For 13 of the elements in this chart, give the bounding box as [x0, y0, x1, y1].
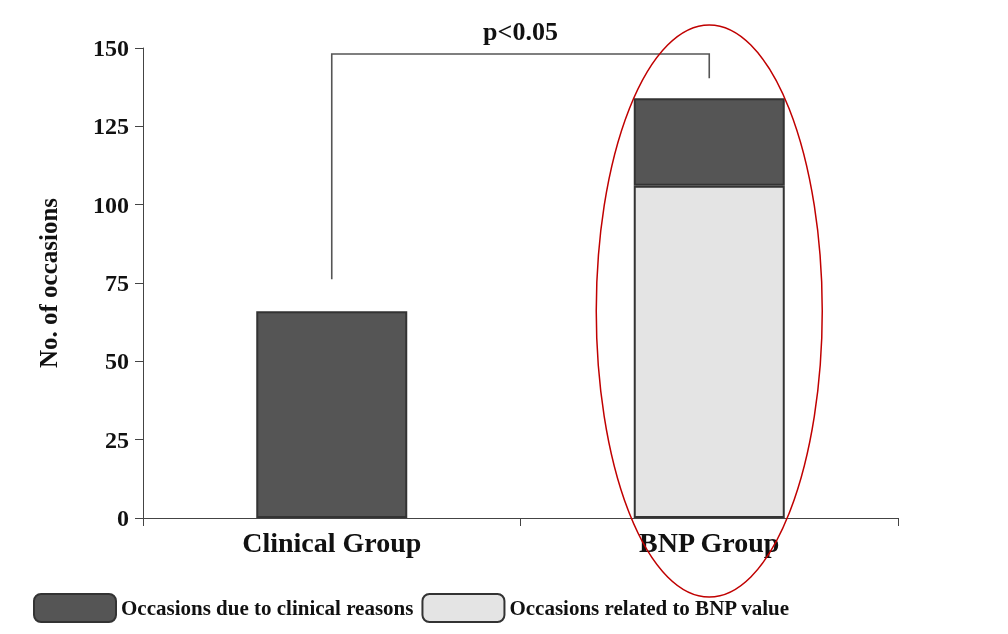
y-tick-label: 50 — [105, 348, 129, 375]
y-tick-label: 0 — [117, 505, 129, 531]
y-tick-label: 100 — [93, 191, 129, 218]
bar — [256, 311, 408, 518]
legend-label: Occasions related to BNP value — [509, 596, 790, 620]
x-tick-label: Clinical Group — [242, 526, 422, 558]
legend-label: Occasions due to clinical reasons — [121, 596, 414, 620]
text: p<0.05 — [483, 17, 558, 46]
y-tick-label: 25 — [105, 426, 129, 453]
y-tick-label: 75 — [105, 270, 129, 296]
y-tick-label: 125 — [93, 113, 129, 140]
y-tick-label: 150 — [93, 35, 129, 61]
y-axis-title: No. of occasions — [35, 197, 62, 369]
